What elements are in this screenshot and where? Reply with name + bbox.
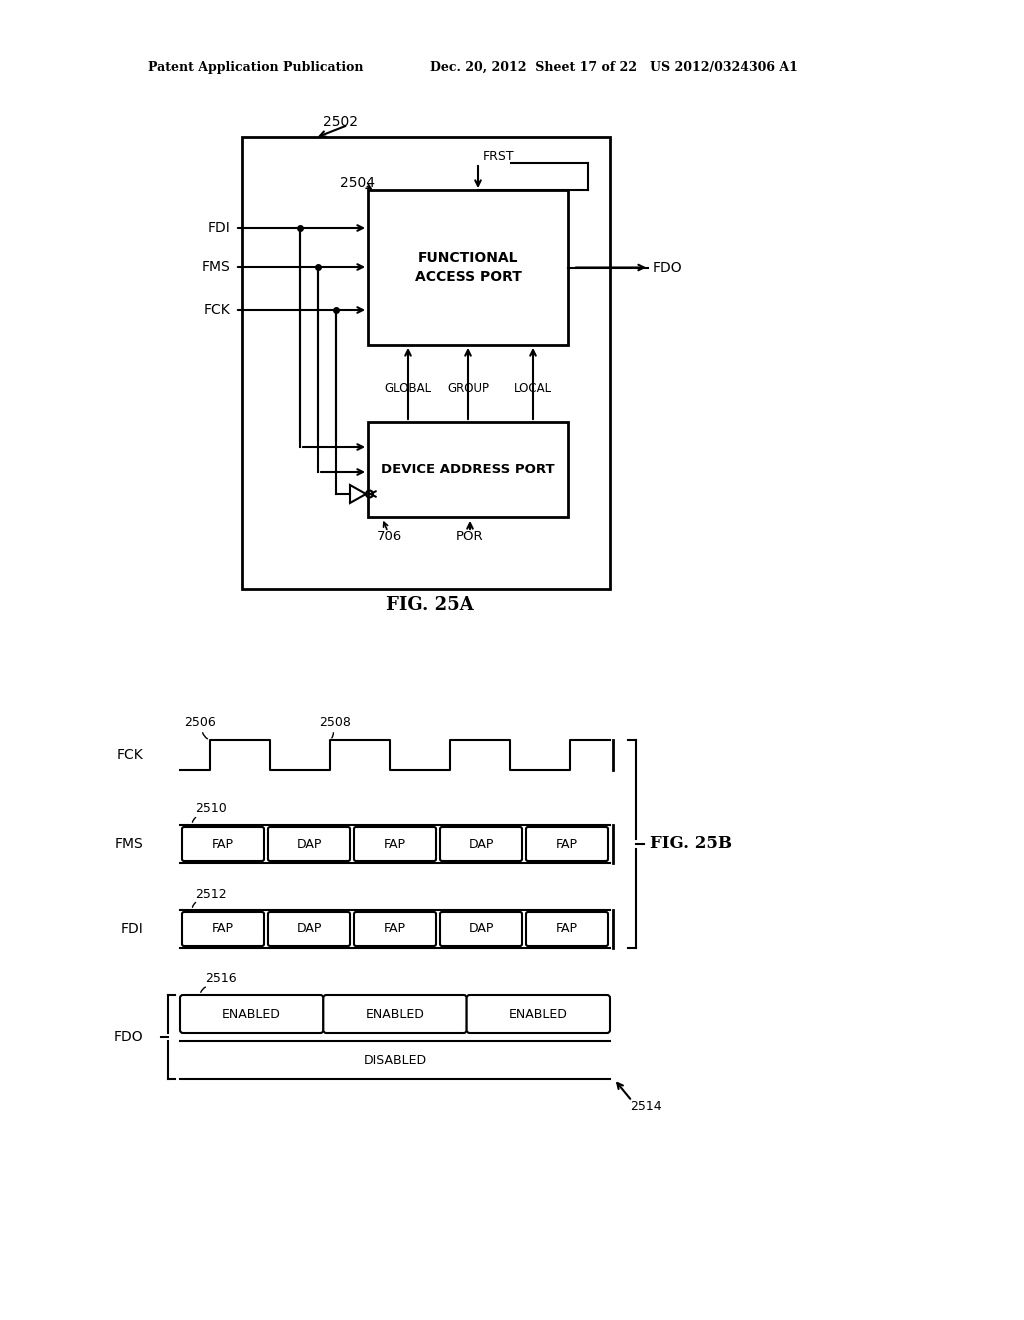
Bar [368,422,568,517]
Text: DAP: DAP [468,923,494,936]
Text: FDO: FDO [114,1030,143,1044]
Bar [242,137,610,589]
Text: 2504: 2504 [340,176,375,190]
Text: 2516: 2516 [205,973,237,986]
FancyBboxPatch shape [354,912,436,946]
Text: FRST: FRST [483,149,515,162]
Text: GLOBAL: GLOBAL [384,381,431,395]
FancyBboxPatch shape [440,912,522,946]
Text: FMS: FMS [115,837,143,851]
FancyBboxPatch shape [268,912,350,946]
Text: DISABLED: DISABLED [364,1053,427,1067]
Text: DEVICE ADDRESS PORT: DEVICE ADDRESS PORT [381,463,555,477]
Text: FDO: FDO [653,260,683,275]
Text: FAP: FAP [384,837,406,850]
Text: US 2012/0324306 A1: US 2012/0324306 A1 [650,61,798,74]
Text: FAP: FAP [556,923,578,936]
FancyBboxPatch shape [268,828,350,861]
Text: DAP: DAP [296,923,322,936]
FancyBboxPatch shape [467,995,610,1034]
Text: ENABLED: ENABLED [509,1007,567,1020]
Text: ENABLED: ENABLED [366,1007,424,1020]
Text: 706: 706 [378,531,402,544]
Text: LOCAL: LOCAL [514,381,552,395]
FancyBboxPatch shape [182,828,264,861]
Text: POR: POR [456,531,483,544]
Text: Dec. 20, 2012  Sheet 17 of 22: Dec. 20, 2012 Sheet 17 of 22 [430,61,637,74]
Text: FMS: FMS [202,260,230,275]
Text: FCK: FCK [203,304,230,317]
FancyBboxPatch shape [526,912,608,946]
Text: FIG. 25B: FIG. 25B [650,836,732,853]
FancyBboxPatch shape [526,828,608,861]
Bar [368,190,568,345]
Text: FIG. 25A: FIG. 25A [386,597,474,614]
FancyBboxPatch shape [440,828,522,861]
Text: FAP: FAP [384,923,406,936]
Text: DAP: DAP [296,837,322,850]
Text: FAP: FAP [212,837,234,850]
Text: 2512: 2512 [195,887,226,900]
Text: FAP: FAP [556,837,578,850]
Text: Patent Application Publication: Patent Application Publication [148,61,364,74]
Text: 2502: 2502 [323,115,358,129]
Text: 2506: 2506 [184,717,216,730]
Text: FDI: FDI [207,220,230,235]
Text: FCK: FCK [117,748,143,762]
Text: 2508: 2508 [319,717,351,730]
Text: FAP: FAP [212,923,234,936]
FancyBboxPatch shape [180,995,324,1034]
FancyBboxPatch shape [182,912,264,946]
Text: FUNCTIONAL
ACCESS PORT: FUNCTIONAL ACCESS PORT [415,251,521,284]
Text: FDI: FDI [120,921,143,936]
Text: 2510: 2510 [195,803,226,816]
FancyBboxPatch shape [324,995,467,1034]
FancyBboxPatch shape [354,828,436,861]
Text: ENABLED: ENABLED [222,1007,282,1020]
Polygon shape [350,484,366,503]
Text: 2514: 2514 [630,1101,662,1114]
Text: DAP: DAP [468,837,494,850]
Text: GROUP: GROUP [447,381,489,395]
